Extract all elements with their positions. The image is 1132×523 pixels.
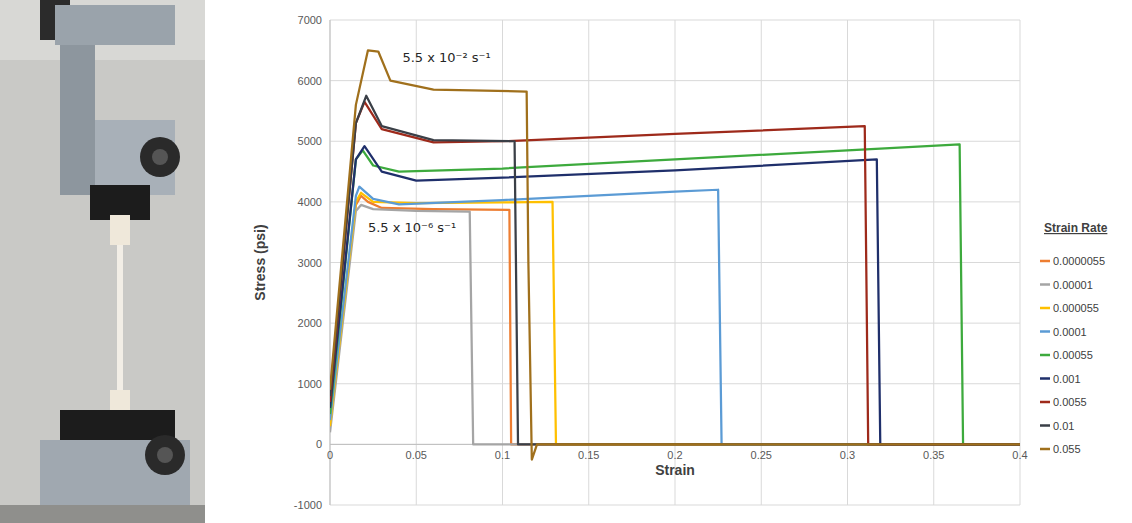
x-grid-line: [502, 20, 503, 505]
x-tick-label: 0.05: [406, 449, 427, 461]
x-grid-line: [416, 20, 417, 505]
y-tick-label: 4000: [298, 196, 322, 208]
y-tick-label: 3000: [298, 257, 322, 269]
legend-swatch: [1040, 448, 1050, 451]
test-photo: [0, 0, 205, 523]
legend-label: 0.0000055: [1053, 255, 1105, 267]
photo-floor: [0, 505, 205, 523]
legend-swatch: [1040, 260, 1050, 263]
x-tick-label: 0: [327, 449, 333, 461]
upper-grip-body: [60, 45, 95, 195]
photo-wall: [0, 0, 205, 60]
legend-title: Strain Rate: [1044, 221, 1108, 235]
series-line: [330, 193, 1020, 445]
specimen-gauge: [117, 245, 123, 390]
x-grid-line: [761, 20, 762, 505]
upper-crosshead: [55, 5, 175, 45]
legend-label: 0.01: [1053, 420, 1074, 432]
upper-grip-jaw: [95, 120, 175, 195]
lower-knob: [145, 435, 185, 475]
legend-swatch: [1040, 401, 1050, 404]
y-tick-label: 1000: [298, 378, 322, 390]
series-line: [330, 144, 1020, 444]
legend-label: 0.0055: [1053, 396, 1087, 408]
specimen-tab-top: [110, 215, 130, 245]
y-tick-label: 2000: [298, 317, 322, 329]
legend-swatch: [1040, 330, 1050, 333]
annotation: 5.5 x 10⁻⁶ s⁻¹: [368, 220, 456, 235]
y-tick-label: -1000: [294, 499, 322, 511]
x-tick-label: 0.15: [578, 449, 599, 461]
upper-jaw-face: [90, 185, 150, 220]
photo-background: [0, 0, 205, 523]
legend-label: 0.000055: [1053, 302, 1099, 314]
x-tick-label: 0.3: [840, 449, 855, 461]
y-tick-labels: -1000 0 1000 2000 3000 4000 5000 6000 7000: [294, 14, 322, 511]
y-tick-label: 0: [316, 438, 322, 450]
legend-label: 0.00001: [1053, 279, 1093, 291]
x-axis-title: Strain: [655, 462, 695, 478]
series-line: [330, 50, 1020, 459]
legend: Strain Rate 0.0000055 0.00001 0.000055 0.000…: [1040, 221, 1108, 455]
legend-swatch: [1040, 424, 1050, 427]
x-grid-line: [675, 20, 676, 505]
series-line: [330, 96, 1020, 445]
figure: -10000100020003000400050006000700000.050…: [0, 0, 1132, 523]
legend-swatch: [1040, 354, 1050, 357]
series-line: [330, 102, 1020, 445]
legend-label: 0.0001: [1053, 326, 1087, 338]
legend-swatch: [1040, 307, 1050, 310]
series-group: [330, 50, 1020, 459]
annotation: 5.5 x 10⁻² s⁻¹: [402, 50, 490, 65]
x-grid-line: [847, 20, 848, 505]
series-line: [330, 196, 1020, 445]
legend-swatch: [1040, 283, 1050, 286]
legend-label: 0.055: [1053, 443, 1081, 455]
y-tick-label: 5000: [298, 135, 322, 147]
x-tick-label: 0.35: [923, 449, 944, 461]
chart: -10000100020003000400050006000700000.050…: [252, 14, 1028, 511]
x-grid-line: [588, 20, 589, 505]
series-line: [330, 187, 1020, 445]
y-axis-title: Stress (psi): [252, 224, 268, 300]
x-tick-label: 0.1: [495, 449, 510, 461]
annotations: 5.5 x 10⁻² s⁻¹ 5.5 x 10⁻⁶ s⁻¹: [368, 50, 491, 235]
grid: [330, 20, 1020, 505]
lower-grip-body: [40, 440, 190, 515]
y-tick-label: 6000: [298, 75, 322, 87]
legend-swatch: [1040, 377, 1050, 380]
legend-label: 0.00055: [1053, 349, 1093, 361]
x-tick-label: 0.4: [1012, 449, 1027, 461]
upper-knob: [140, 137, 180, 177]
x-tick-label: 0.25: [751, 449, 772, 461]
x-tick-labels: 0 0.05 0.1 0.15 0.2 0.25 0.3 0.35 0.4: [327, 449, 1028, 461]
series-line: [330, 205, 1020, 444]
x-grid-line: [933, 20, 934, 505]
lower-knob-center: [157, 447, 173, 463]
upper-knob-center: [152, 149, 168, 165]
x-tick-label: 0.2: [667, 449, 682, 461]
y-tick-label: 7000: [298, 14, 322, 26]
x-grid-line: [1020, 20, 1021, 505]
series-line: [330, 146, 1020, 444]
legend-label: 0.001: [1053, 373, 1081, 385]
